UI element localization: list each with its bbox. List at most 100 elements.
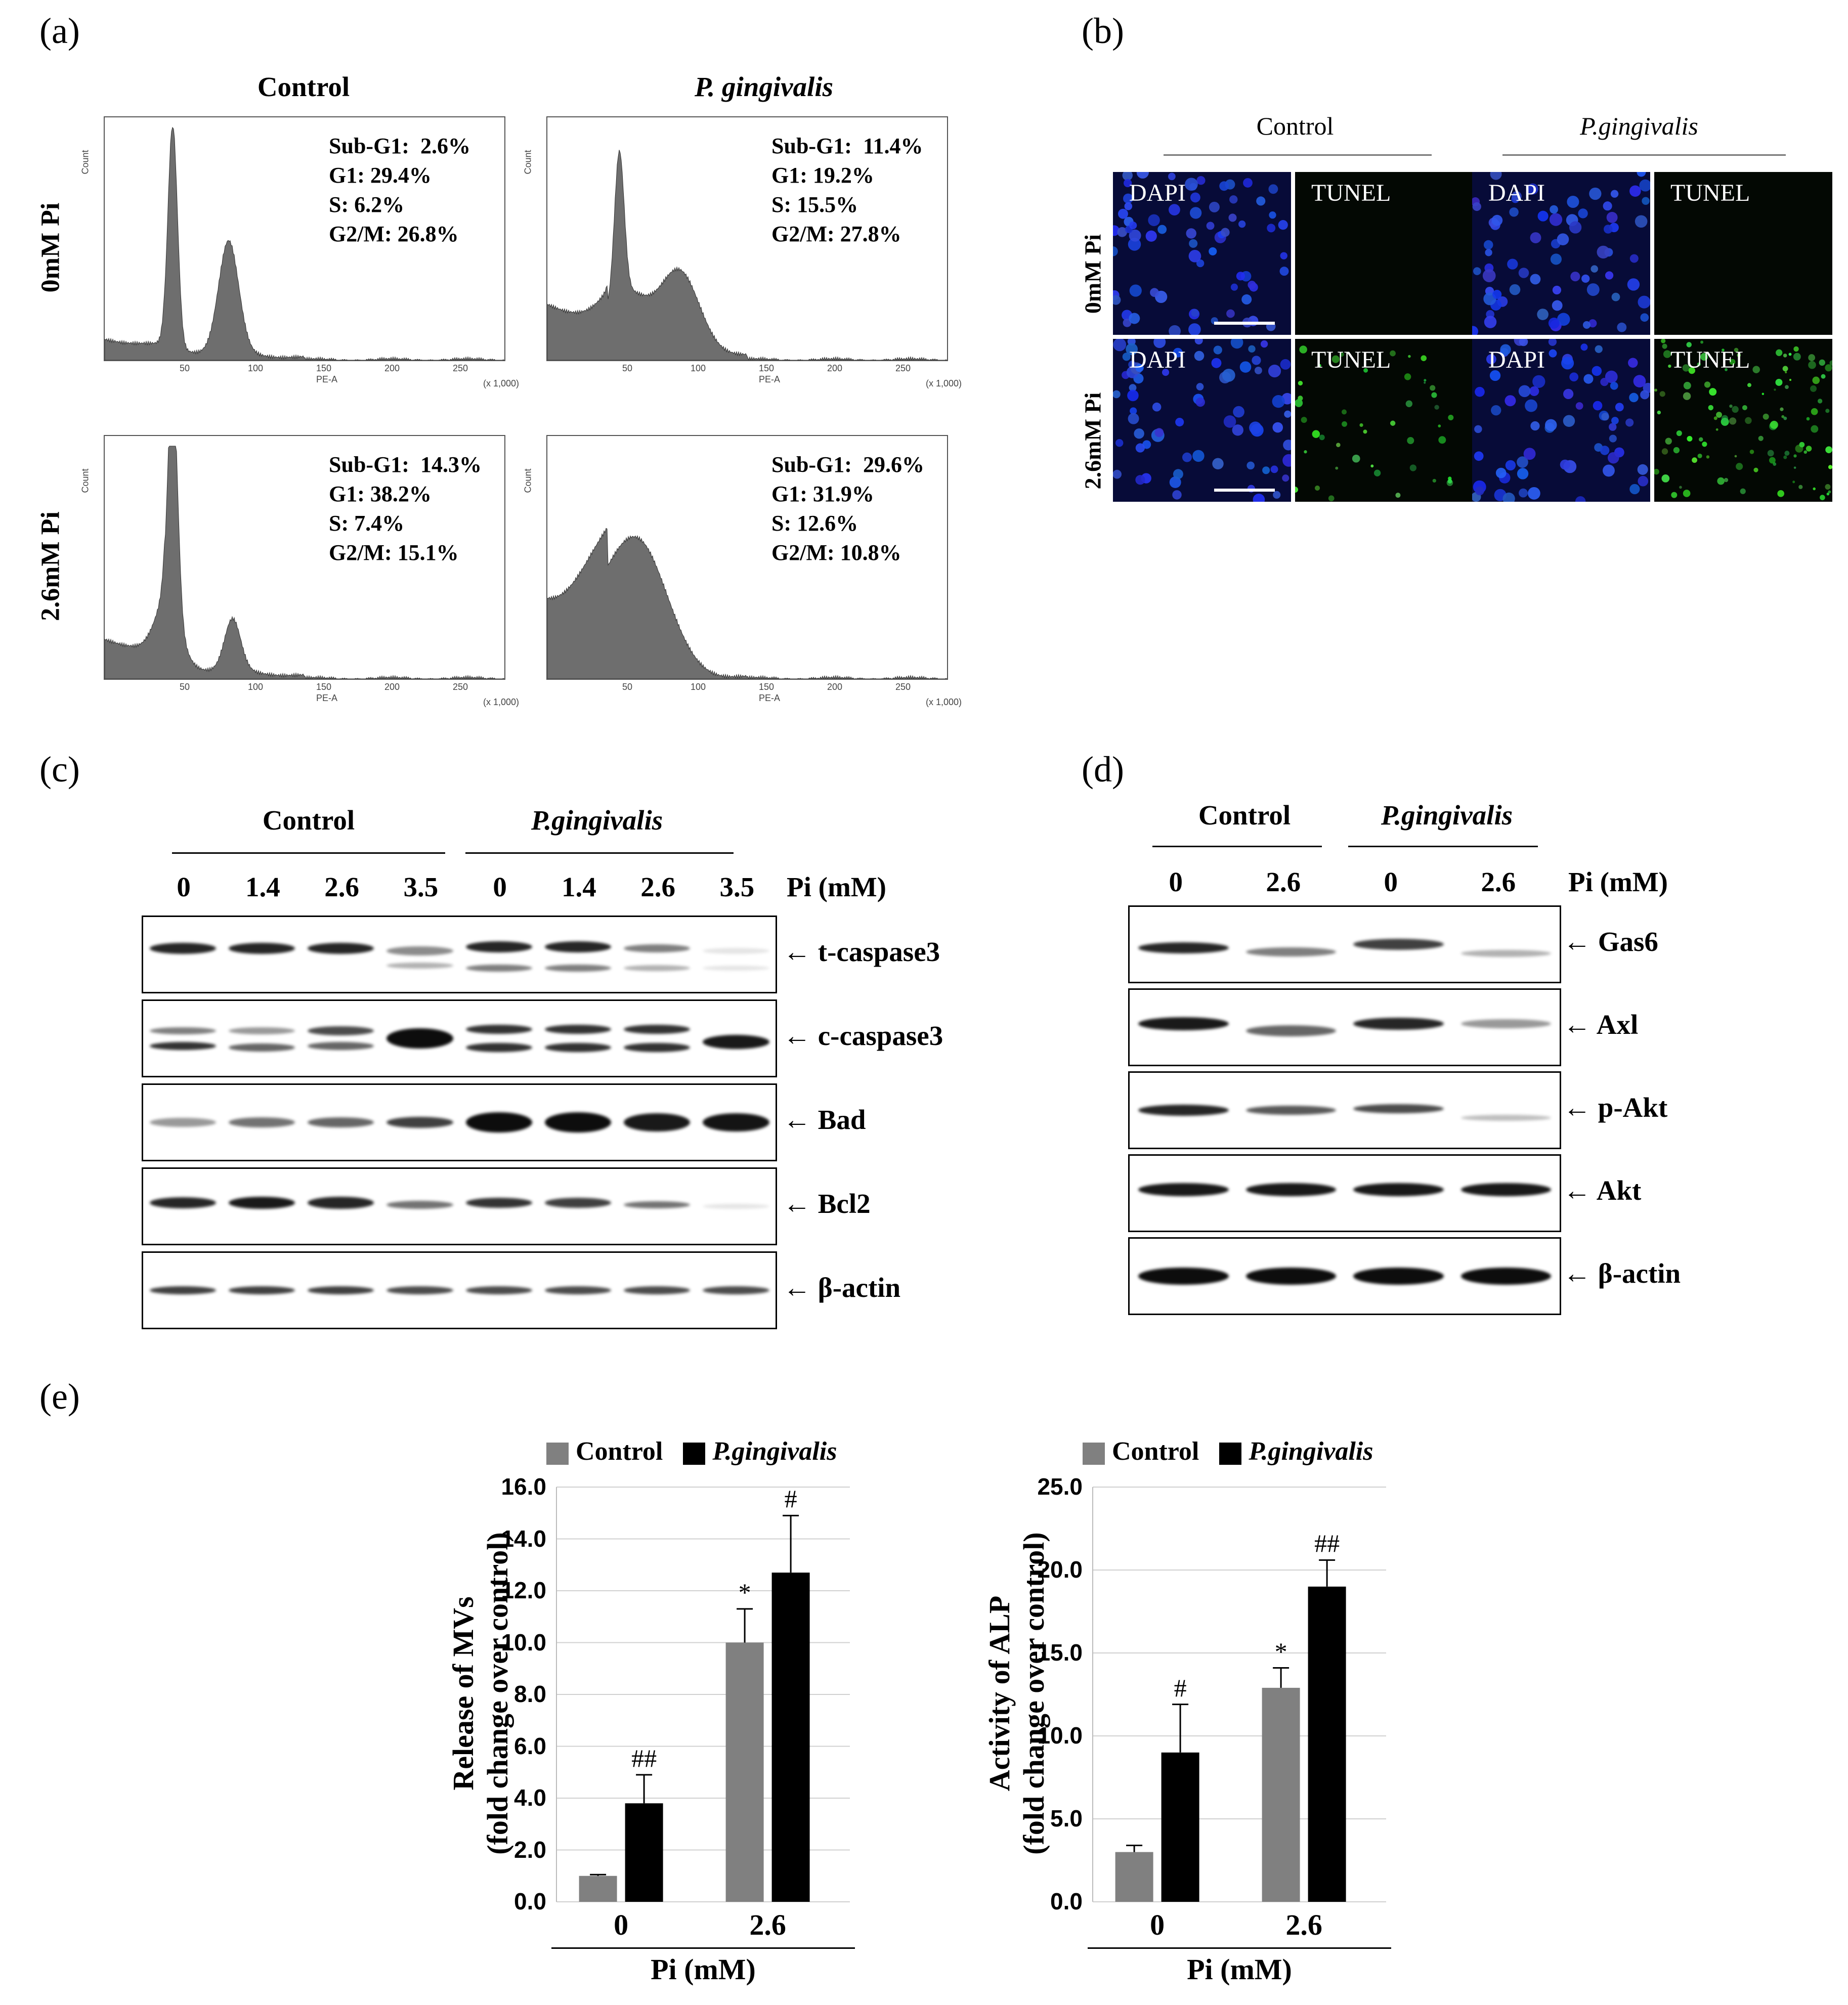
- x-axis-unit: (x 1,000): [483, 378, 520, 388]
- arrow-icon: ←: [783, 936, 818, 967]
- protein-band: [1353, 1017, 1444, 1030]
- blot-strip: [142, 1083, 777, 1161]
- y-axis-title: Activity of ALP (fold change over control…: [982, 1486, 1051, 1901]
- x-tick-label: 250: [453, 682, 468, 692]
- protein-band: [1460, 949, 1551, 957]
- stain-label: TUNEL: [1670, 180, 1750, 206]
- protein-band: [544, 1025, 611, 1034]
- protein-band: [1245, 1025, 1336, 1037]
- protein-name: c-caspase3: [818, 1020, 943, 1051]
- error-bar: [636, 1774, 653, 1804]
- arrow-icon: ←: [783, 1020, 818, 1051]
- significance-mark: #: [784, 1485, 797, 1513]
- legend-text: P.gingivalis: [1249, 1437, 1373, 1466]
- c-underline-control: [172, 852, 445, 854]
- stat-line: G1: 38.2%: [329, 482, 432, 506]
- scale-bar: [1214, 489, 1275, 492]
- protein-band: [465, 1112, 532, 1132]
- protein-band: [624, 1113, 691, 1131]
- protein-band: [1460, 1183, 1551, 1196]
- protein-band: [228, 1117, 295, 1127]
- error-bar: [737, 1608, 753, 1643]
- protein-band: [1460, 1268, 1551, 1285]
- protein-label: ← c-caspase3: [783, 1020, 943, 1052]
- stain-label: DAPI: [1488, 180, 1545, 206]
- lane-label: 2.6: [1481, 866, 1516, 897]
- protein-band: [465, 1286, 532, 1294]
- error-bar: [783, 1514, 799, 1573]
- bar: [625, 1803, 663, 1902]
- stat-line: S: 6.2%: [329, 192, 405, 217]
- protein-band: [465, 1197, 532, 1208]
- stain-label: DAPI: [1129, 180, 1186, 206]
- chart-legend: Control P.gingivalis: [1083, 1436, 1393, 1466]
- dapi-image: DAPI: [1467, 167, 1652, 337]
- stain-label: DAPI: [1129, 346, 1186, 373]
- stat-line: G2/M: 26.8%: [329, 222, 459, 246]
- protein-name: Gas6: [1598, 926, 1658, 957]
- protein-band: [544, 1042, 611, 1052]
- protein-band: [1138, 1017, 1229, 1030]
- x-tick-label: 50: [180, 682, 190, 692]
- x-tick-label: 200: [827, 682, 843, 692]
- y-tick-label: 0.0: [1050, 1888, 1083, 1914]
- protein-band: [624, 965, 691, 971]
- protein-band: [228, 943, 295, 954]
- b-row-title-1: 2.6mM Pi: [1080, 392, 1106, 490]
- d-group-control: Control: [1198, 800, 1291, 831]
- dapi-image: DAPI: [1471, 334, 1653, 507]
- protein-band: [703, 965, 769, 971]
- x-tick-label: 0: [614, 1908, 629, 1941]
- protein-band: [1245, 1268, 1336, 1285]
- bar-chart: [556, 1487, 850, 1902]
- protein-band: [308, 943, 374, 954]
- lane-label: 0: [493, 871, 507, 902]
- protein-band: [1460, 1114, 1551, 1121]
- y-tick-label: 16.0: [501, 1473, 546, 1500]
- cell-cycle-stats: Sub-G1: 2.6% G1: 29.4% S: 6.2% G2/M: 26.8%: [329, 132, 470, 249]
- protein-band: [624, 1025, 691, 1034]
- protein-band: [228, 1027, 295, 1035]
- arrow-icon: ←: [1563, 1175, 1597, 1206]
- legend-text: Control: [1112, 1437, 1199, 1466]
- protein-band: [149, 1041, 216, 1050]
- legend-item: Control: [546, 1437, 663, 1466]
- lane-label: 0: [1384, 866, 1398, 897]
- panel-label-c: (c): [39, 749, 80, 790]
- protein-band: [386, 1201, 453, 1209]
- x-tick-label: 200: [384, 682, 400, 692]
- panel-label-b: (b): [1082, 11, 1124, 51]
- y-tick-label: 8.0: [514, 1681, 546, 1707]
- protein-band: [544, 1112, 611, 1132]
- protein-name: Akt: [1596, 1175, 1642, 1206]
- tunel-image: TUNEL: [1654, 172, 1832, 335]
- protein-band: [1460, 1019, 1551, 1028]
- significance-mark: *: [738, 1578, 751, 1606]
- y-axis-title-line: Release of MVs: [447, 1596, 480, 1791]
- protein-band: [386, 946, 453, 955]
- b-underline-pg: [1502, 154, 1786, 156]
- legend-item: Control: [1083, 1437, 1199, 1466]
- chart-legend: Control P.gingivalis: [546, 1436, 857, 1466]
- x-tick-label: 150: [759, 363, 775, 373]
- y-tick-label: 14.0: [501, 1525, 546, 1552]
- y-axis-title-line: (fold change over control): [481, 1532, 514, 1855]
- blot-strip: [1128, 988, 1561, 1066]
- protein-band: [308, 1041, 374, 1050]
- protein-band: [703, 947, 769, 954]
- x-tick-label: 150: [316, 363, 332, 373]
- protein-band: [386, 1286, 453, 1294]
- blot-strip: [1128, 1071, 1561, 1149]
- protein-band: [624, 944, 691, 953]
- x-tick-label: 2.6: [1285, 1908, 1322, 1941]
- protein-band: [1138, 1268, 1229, 1285]
- protein-band: [544, 1197, 611, 1208]
- panel-label-a: (a): [39, 11, 80, 51]
- significance-mark: ##: [631, 1744, 657, 1772]
- lane-label: 0: [1169, 866, 1183, 897]
- protein-band: [624, 1042, 691, 1052]
- a-row-title-1: 2.6mM Pi: [36, 511, 65, 621]
- x-tick-label: 100: [248, 363, 264, 373]
- protein-band: [1138, 1183, 1229, 1196]
- bar: [579, 1876, 617, 1902]
